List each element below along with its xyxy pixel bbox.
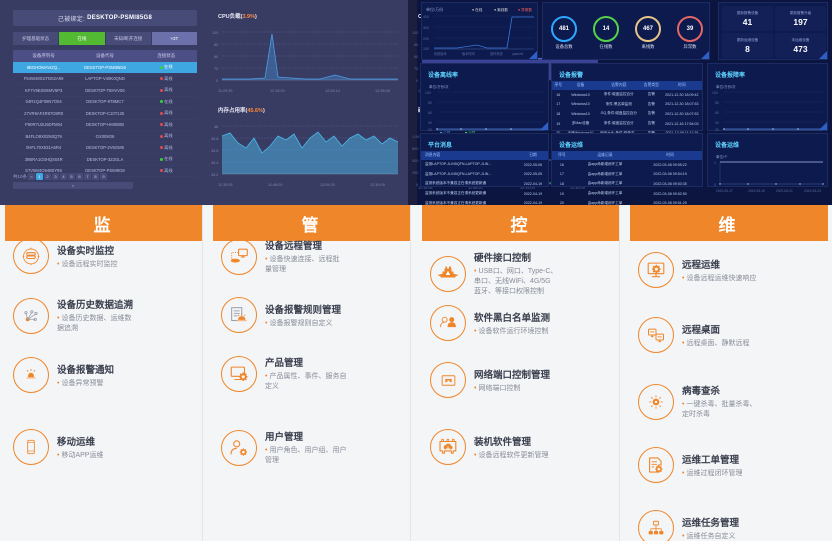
svg-text:80: 80 [715,101,719,105]
svg-text:2022-05-19: 2022-05-19 [748,189,765,193]
svg-text:版本时间: 版本时间 [462,51,475,56]
svg-text:● 离线数: ● 离线数 [494,7,508,12]
svg-text:单位/万份/次: 单位/万份/次 [429,84,449,89]
svg-text:60: 60 [414,55,418,59]
svg-text:12:38:08: 12:38:08 [375,89,390,93]
svg-text:0: 0 [416,79,418,83]
svg-text:45.4: 45.4 [211,161,218,165]
svg-text:40: 40 [428,121,432,125]
svg-text:200: 200 [423,37,429,41]
svg-text:12:18:20: 12:18:20 [270,89,285,93]
svg-text:46: 46 [214,125,218,129]
svg-text:80: 80 [414,43,418,47]
svg-text:系统版本: 系统版本 [434,51,448,56]
svg-text:12:28:14: 12:28:14 [325,89,340,93]
svg-text:11:30:05: 11:30:05 [218,183,233,187]
svg-text:单位/个: 单位/个 [716,154,728,159]
svg-text:● 异常数: ● 异常数 [518,7,532,12]
svg-text:0: 0 [714,183,716,187]
svg-text:● 在线: ● 在线 [472,7,483,12]
svg-text:60: 60 [428,111,432,115]
svg-text:1: 1 [714,161,716,165]
svg-text:2022-05-21: 2022-05-21 [776,189,793,193]
svg-text:80: 80 [214,43,218,47]
svg-text:60: 60 [715,111,719,115]
svg-text:250: 250 [412,171,418,175]
svg-text:80: 80 [428,101,432,105]
svg-text:12:30:09: 12:30:09 [370,183,385,187]
svg-text:12:05:29: 12:05:29 [320,183,335,187]
svg-text:300: 300 [423,26,429,30]
svg-text:quanzhi: quanzhi [512,52,523,56]
svg-text:100: 100 [212,31,218,35]
svg-text:45.2: 45.2 [211,173,218,177]
svg-text:20: 20 [715,128,719,132]
svg-text:60: 60 [214,55,218,59]
svg-text:100: 100 [412,31,418,35]
svg-text:11:48:00: 11:48:00 [268,183,283,187]
svg-text:500: 500 [412,159,418,163]
svg-text:100: 100 [425,91,431,95]
svg-text:70: 70 [414,67,418,71]
svg-text:100: 100 [712,91,718,95]
svg-text:0: 0 [216,79,218,83]
svg-text:70: 70 [214,67,218,71]
svg-text:20: 20 [428,128,432,132]
svg-text:800: 800 [412,147,418,151]
svg-text:操作系统: 操作系统 [490,51,504,56]
svg-text:45.8: 45.8 [211,137,218,141]
svg-text:40: 40 [715,121,719,125]
svg-text:单位/万份/次: 单位/万份/次 [716,84,736,89]
svg-text:100: 100 [423,47,429,51]
svg-text:400: 400 [423,15,429,19]
svg-text:45.6: 45.6 [211,149,218,153]
svg-text:2022-05-23: 2022-05-23 [804,189,821,193]
svg-text:11:29:35: 11:29:35 [218,89,233,93]
svg-text:2022-05-17: 2022-05-17 [716,189,733,193]
svg-text:单位/万份: 单位/万份 [426,6,443,12]
